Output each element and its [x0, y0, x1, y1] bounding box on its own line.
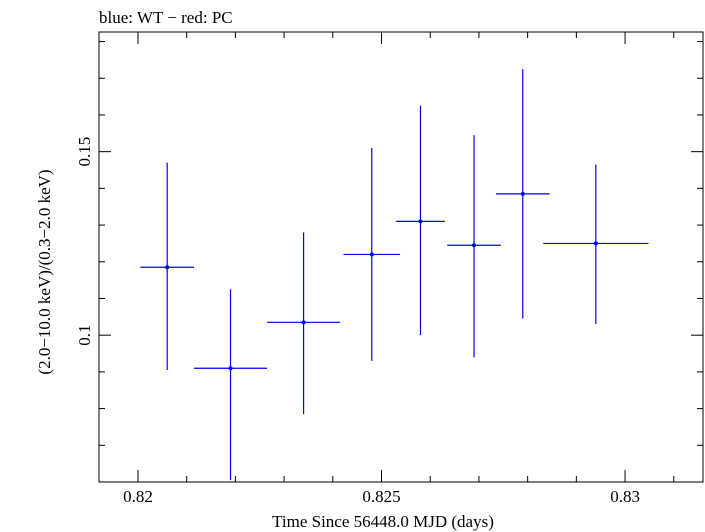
y-tick-label: 0.15: [75, 137, 94, 167]
point-marker: [472, 243, 477, 248]
point-marker: [520, 191, 525, 196]
data-point: [343, 147, 401, 361]
point-marker: [593, 241, 598, 246]
x-tick-label: 0.82: [123, 487, 153, 506]
chart-title: blue: WT − red: PC: [99, 8, 233, 27]
data-point: [495, 69, 550, 319]
x-axis-label: Time Since 56448.0 MJD (days): [272, 512, 494, 531]
axis-ticks: [99, 32, 703, 483]
y-tick-label: 0.1: [75, 325, 94, 346]
point-marker: [165, 265, 170, 270]
point-marker: [228, 366, 233, 371]
x-tick-label: 0.83: [610, 487, 640, 506]
data-marks: [140, 69, 649, 481]
data-point: [267, 232, 341, 415]
point-marker: [301, 320, 306, 325]
data-point: [447, 135, 501, 358]
tick-labels: 0.82 0.825 0.83 0.1 0.15: [75, 137, 640, 506]
data-point: [396, 105, 445, 336]
x-tick-label: 0.825: [362, 487, 400, 506]
data-point: [140, 162, 194, 371]
series-wt: [140, 69, 649, 481]
data-point: [543, 164, 649, 325]
point-marker: [369, 252, 374, 257]
y-axis-label: (2.0−10.0 keV)/(0.3−2.0 keV): [35, 169, 54, 374]
data-point: [193, 289, 268, 481]
plot-frame: [98, 31, 704, 483]
point-marker: [418, 219, 423, 224]
